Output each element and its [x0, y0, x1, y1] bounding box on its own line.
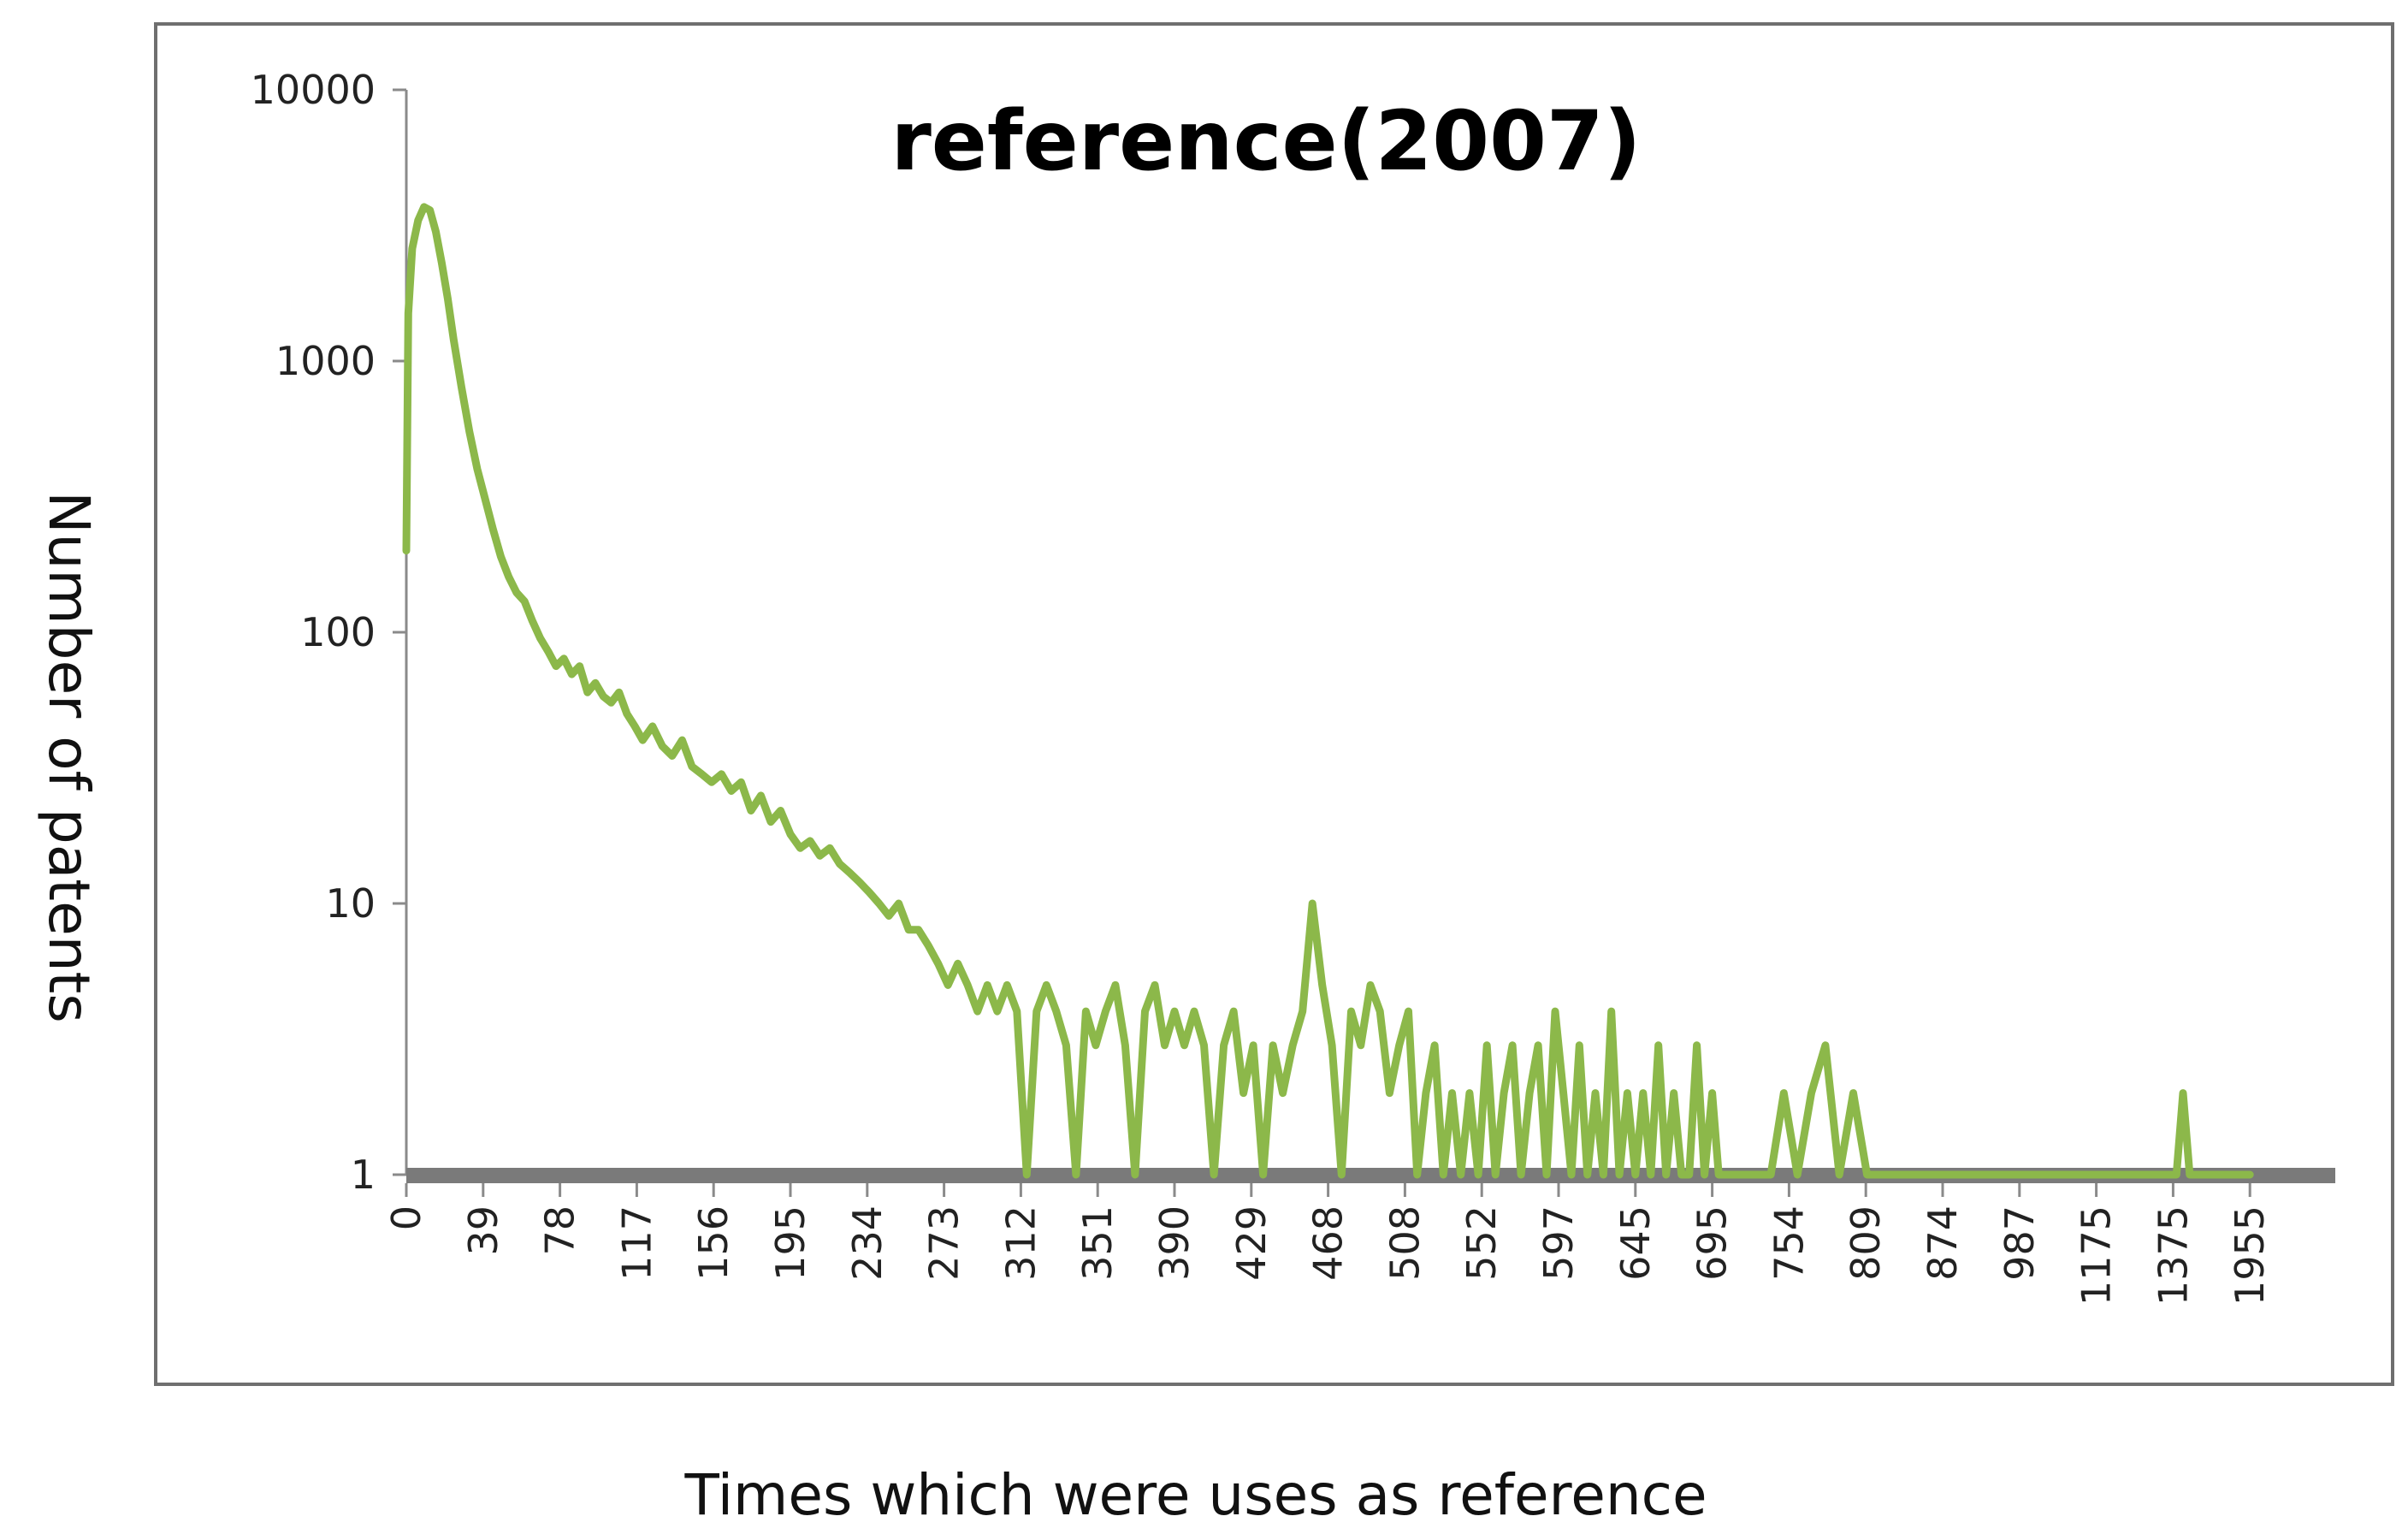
x-tick-label: 351 — [1074, 1205, 1121, 1281]
x-tick-label: 234 — [844, 1205, 890, 1281]
x-tick-label: 552 — [1458, 1205, 1505, 1281]
chart-title: reference(2007) — [890, 93, 1641, 189]
x-tick-label: 987 — [1997, 1205, 2043, 1281]
y-axis-title: Number of patents — [36, 491, 102, 1023]
x-tick-label: 156 — [690, 1205, 737, 1281]
x-tick-label: 117 — [613, 1205, 660, 1281]
y-tick-label: 1000 — [275, 338, 376, 384]
x-tick-label: 273 — [921, 1205, 967, 1281]
x-tick-label: 195 — [767, 1205, 814, 1281]
x-tick-label: 1955 — [2227, 1205, 2273, 1306]
x-tick-label: 645 — [1612, 1205, 1659, 1281]
x-axis-line — [406, 1168, 2335, 1183]
x-tick-label: 754 — [1766, 1205, 1812, 1281]
x-tick-label: 0 — [383, 1205, 429, 1230]
y-tick-label: 10000 — [251, 67, 376, 113]
x-tick-label: 1175 — [2074, 1205, 2120, 1306]
chart-frame — [154, 22, 2394, 1386]
x-tick-label: 508 — [1381, 1205, 1428, 1281]
plot-area: 10000 1000 100 10 10 39 78 117 156 195 234 273 312 35… — [251, 67, 2335, 1306]
x-tick-label: 429 — [1228, 1205, 1275, 1281]
y-tick-label: 10 — [325, 880, 376, 927]
y-tick-label: 1 — [351, 1152, 376, 1198]
x-tick-label: 468 — [1305, 1205, 1352, 1281]
x-tick-label: 809 — [1843, 1205, 1889, 1281]
x-tick-label: 597 — [1535, 1205, 1582, 1281]
x-tick-label: 39 — [460, 1205, 506, 1256]
y-tick-label: 100 — [300, 609, 376, 655]
series-line — [402, 203, 2254, 1179]
x-tick-label: 312 — [997, 1205, 1044, 1281]
x-axis-title: Times which were uses as reference — [683, 1462, 1707, 1528]
x-tick-label: 695 — [1689, 1205, 1736, 1281]
x-tick-label: 1375 — [2150, 1205, 2196, 1306]
x-tick-label: 390 — [1151, 1205, 1198, 1281]
x-tick-label: 874 — [1920, 1205, 1966, 1281]
x-tick-label: 78 — [537, 1205, 583, 1256]
